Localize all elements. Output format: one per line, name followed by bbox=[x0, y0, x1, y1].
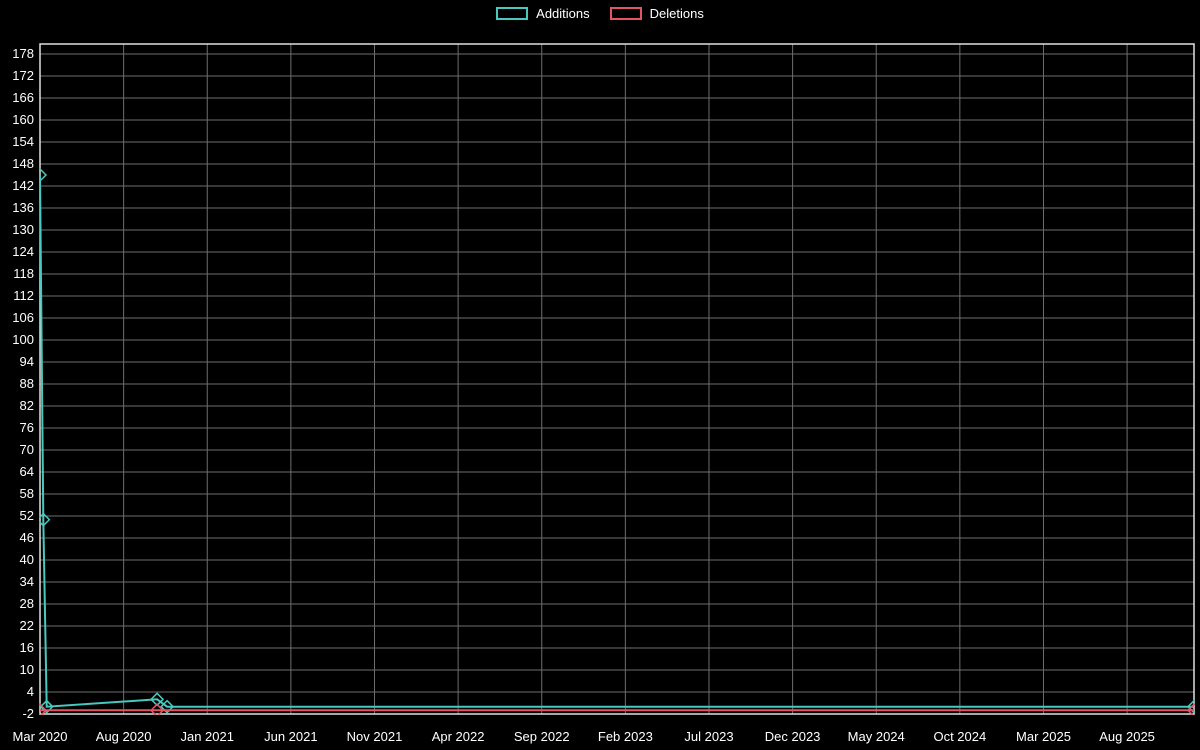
deletions-swatch-icon bbox=[609, 7, 642, 20]
deletions-point-marker bbox=[39, 703, 48, 715]
x-tick-label: Apr 2022 bbox=[432, 729, 485, 744]
x-tick-label: Aug 2020 bbox=[96, 729, 152, 744]
plot-border bbox=[39, 43, 1195, 715]
y-tick-label: 100 bbox=[12, 332, 34, 347]
additions-point-marker bbox=[39, 167, 48, 183]
y-tick-label: 142 bbox=[12, 178, 34, 193]
x-tick-label: Aug 2025 bbox=[1099, 729, 1155, 744]
legend-item-additions: Additions bbox=[496, 6, 590, 21]
y-tick-label: 166 bbox=[12, 90, 34, 105]
y-tick-label: 58 bbox=[20, 486, 34, 501]
y-tick-label: 178 bbox=[12, 46, 34, 61]
additions-point-marker bbox=[1186, 699, 1195, 714]
y-tick-label: 106 bbox=[12, 310, 34, 325]
y-tick-label: 112 bbox=[13, 288, 34, 303]
y-tick-label: 148 bbox=[12, 156, 34, 171]
deletions-point-marker bbox=[1186, 703, 1195, 715]
x-tick-label: Sep 2022 bbox=[514, 729, 570, 744]
y-tick-label: 94 bbox=[20, 354, 34, 369]
x-tick-label: Dec 2023 bbox=[765, 729, 821, 744]
y-tick-label: 34 bbox=[20, 574, 34, 589]
additions-point-marker bbox=[39, 512, 51, 527]
chart-legend: Additions Deletions bbox=[0, 7, 1200, 20]
y-tick-label: 136 bbox=[12, 200, 34, 215]
y-tick-label: 10 bbox=[20, 662, 34, 677]
x-tick-label: May 2024 bbox=[848, 729, 905, 744]
y-tick-label: 40 bbox=[20, 552, 34, 567]
y-tick-label: 118 bbox=[13, 266, 34, 281]
y-tick-label: 130 bbox=[12, 222, 34, 237]
x-tick-label: Jan 2021 bbox=[180, 729, 234, 744]
additions-swatch-icon bbox=[496, 7, 529, 20]
x-tick-label: Nov 2021 bbox=[347, 729, 403, 744]
y-tick-label: 154 bbox=[12, 134, 34, 149]
y-tick-label: 4 bbox=[27, 684, 34, 699]
y-tick-label: 70 bbox=[20, 442, 34, 457]
x-tick-label: Mar 2020 bbox=[13, 729, 68, 744]
y-tick-label: 124 bbox=[12, 244, 34, 259]
y-tick-label: 82 bbox=[20, 398, 34, 413]
y-tick-label: -2 bbox=[22, 706, 34, 721]
deletions-legend-label: Deletions bbox=[649, 6, 704, 21]
y-tick-label: 28 bbox=[20, 596, 34, 611]
y-tick-label: 64 bbox=[20, 464, 34, 479]
y-tick-label: 16 bbox=[20, 640, 34, 655]
deletions-point-marker bbox=[150, 703, 165, 715]
x-tick-label: Feb 2023 bbox=[598, 729, 653, 744]
x-tick-label: Jun 2021 bbox=[264, 729, 318, 744]
additions-point-marker bbox=[160, 699, 175, 714]
y-tick-label: 46 bbox=[20, 530, 34, 545]
y-tick-label: 76 bbox=[20, 420, 34, 435]
additions-line bbox=[39, 174, 1194, 708]
y-tick-label: 22 bbox=[20, 618, 34, 633]
legend-item-deletions: Deletions bbox=[609, 6, 704, 21]
x-tick-label: Oct 2024 bbox=[933, 729, 986, 744]
y-tick-label: 172 bbox=[12, 68, 34, 83]
y-tick-label: 88 bbox=[20, 376, 34, 391]
y-tick-label: 160 bbox=[12, 112, 34, 127]
x-tick-label: Mar 2025 bbox=[1016, 729, 1071, 744]
x-tick-label: Jul 2023 bbox=[684, 729, 733, 744]
additions-point-marker bbox=[39, 699, 54, 714]
y-tick-label: 52 bbox=[20, 508, 34, 523]
additions-legend-label: Additions bbox=[536, 6, 590, 21]
